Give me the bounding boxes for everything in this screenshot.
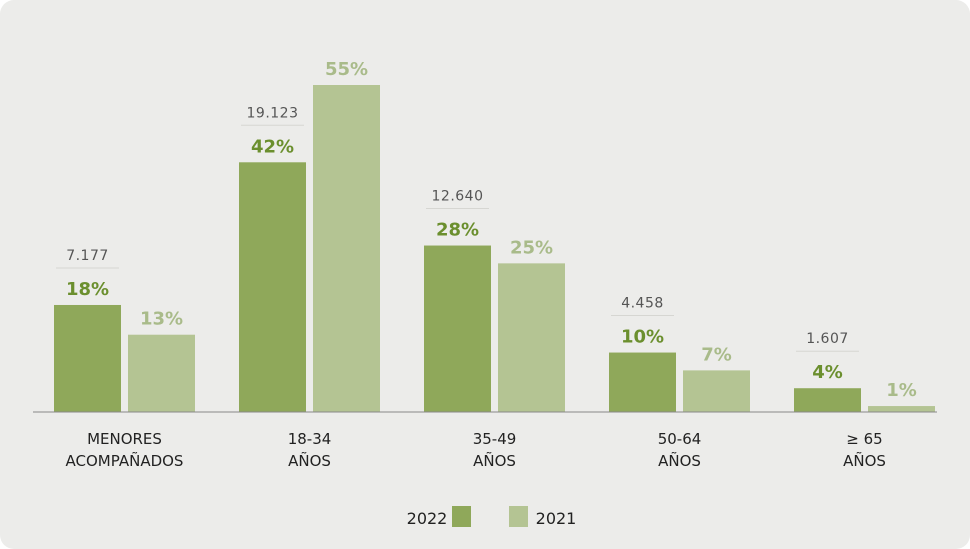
category-label: AÑOS: [288, 451, 331, 470]
data-label-2021: 7%: [701, 344, 732, 365]
legend: 2022 2021: [407, 506, 577, 528]
category-label: 50-64: [658, 430, 702, 448]
category-label: MENORES: [87, 430, 162, 448]
data-label-2021: 25%: [510, 237, 553, 258]
chart-marks: 18% 13% 7.177 42% 55% 19.123 28% 25% 12.640 10% 7%…: [54, 59, 935, 412]
category-label: 18-34: [288, 430, 332, 448]
bar-2022: [54, 304, 121, 412]
count-label: 7.177: [66, 248, 109, 264]
bar-2021: [128, 334, 195, 412]
data-label-2022: 4%: [812, 362, 843, 383]
legend-label-2022: 2022: [407, 509, 448, 528]
category-label: ACOMPAÑADOS: [66, 451, 184, 470]
data-label-2021: 1%: [886, 380, 917, 401]
bar-2021: [868, 406, 935, 412]
legend-swatch-2021: [509, 506, 528, 527]
category-label: AÑOS: [843, 451, 886, 470]
count-label: 4.458: [621, 296, 664, 312]
count-label: 19.123: [247, 105, 299, 121]
bar-2021: [498, 263, 565, 412]
data-label-2022: 10%: [621, 327, 664, 348]
category-label: AÑOS: [658, 451, 701, 470]
legend-swatch-2022: [452, 506, 471, 527]
data-label-2021: 55%: [325, 59, 368, 80]
bar-2021: [683, 370, 750, 412]
data-label-2022: 18%: [66, 279, 109, 300]
legend-label-2021: 2021: [536, 509, 577, 528]
count-label: 1.607: [806, 331, 849, 347]
bar-2021: [313, 85, 380, 412]
category-labels: MENORES ACOMPAÑADOS 18-34 AÑOS 35-49 AÑOS 50-6…: [66, 430, 886, 470]
bar-2022: [239, 162, 306, 412]
category-label: 35-49: [473, 430, 517, 448]
category-label: ≥ 65: [846, 430, 882, 448]
bar-2022: [424, 245, 491, 412]
category-label: AÑOS: [473, 451, 516, 470]
count-label: 12.640: [432, 189, 484, 205]
data-label-2022: 28%: [436, 220, 479, 241]
data-label-2021: 13%: [140, 309, 183, 330]
bar-2022: [609, 352, 676, 412]
bar-2022: [794, 388, 861, 412]
data-label-2022: 42%: [251, 136, 294, 157]
